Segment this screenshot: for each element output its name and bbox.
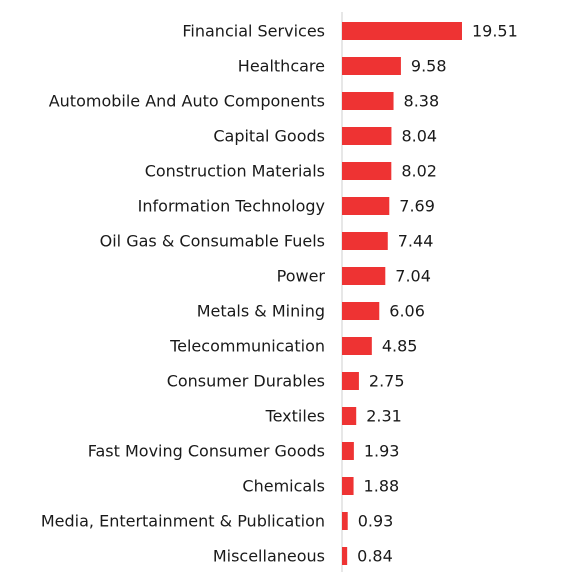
bar [342,92,394,110]
category-label: Media, Entertainment & Publication [41,512,325,531]
category-label: Oil Gas & Consumable Fuels [100,232,325,251]
value-label: 8.04 [401,127,437,146]
value-label: 8.38 [404,92,440,111]
category-label: Telecommunication [169,337,325,356]
value-label: 4.85 [382,337,418,356]
value-label: 7.04 [395,267,431,286]
category-label: Capital Goods [213,127,325,146]
value-label: 8.02 [401,162,437,181]
category-label: Healthcare [238,57,325,76]
category-label: Textiles [265,407,325,426]
category-label: Financial Services [182,22,325,41]
category-label: Metals & Mining [197,302,325,321]
category-label: Construction Materials [145,162,325,181]
bar [342,57,401,75]
category-label: Fast Moving Consumer Goods [88,442,325,461]
bar [342,372,359,390]
value-label: 0.84 [357,547,393,566]
bar [342,267,386,285]
bar [342,407,357,425]
bar [342,512,348,530]
value-label: 1.88 [364,477,400,496]
value-label: 19.51 [472,22,518,41]
bar [342,22,462,40]
category-label: Miscellaneous [213,547,325,566]
bar [342,232,388,250]
category-label: Automobile And Auto Components [49,92,325,111]
bar [342,547,348,565]
bar [342,477,354,495]
value-label: 2.75 [369,372,405,391]
bar [342,302,380,320]
value-label: 0.93 [358,512,394,531]
value-label: 2.31 [366,407,402,426]
category-label: Consumer Durables [167,372,325,391]
category-label: Chemicals [242,477,325,496]
value-label: 6.06 [389,302,425,321]
category-label: Power [277,267,326,286]
category-label: Information Technology [138,197,325,216]
value-label: 7.69 [399,197,435,216]
bar [342,197,390,215]
value-label: 1.93 [364,442,400,461]
value-label: 9.58 [411,57,447,76]
bar [342,162,392,180]
bar [342,127,392,145]
bar [342,337,372,355]
bar [342,442,354,460]
value-label: 7.44 [398,232,434,251]
